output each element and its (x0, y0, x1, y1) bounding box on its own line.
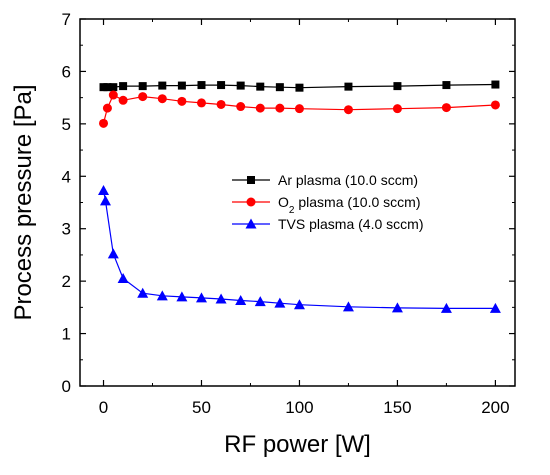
data-point (103, 83, 112, 92)
y-tick-label: 0 (62, 377, 71, 396)
data-point (274, 297, 286, 308)
data-point (107, 248, 119, 259)
y-tick-label: 5 (62, 115, 71, 134)
series-layer (98, 80, 501, 313)
data-point (157, 94, 167, 104)
axis-tick-labels: 0 50 100 150 200 0 1 2 3 4 5 6 7 (62, 10, 510, 417)
data-point (102, 103, 112, 113)
legend-text: plasma (10.0 sccm) (294, 194, 420, 210)
data-point (118, 95, 128, 105)
data-point (342, 301, 354, 312)
data-point (255, 103, 265, 113)
data-point (490, 100, 500, 110)
legend-marker (247, 176, 255, 184)
y-tick-label: 7 (62, 10, 71, 29)
data-point (99, 195, 111, 206)
data-point (196, 98, 206, 108)
y-axis-title: Process pressure [Pa] (10, 84, 37, 320)
data-point (440, 302, 452, 313)
data-point (236, 81, 245, 90)
legend-label: O2 plasma (10.0 sccm) (278, 194, 421, 216)
x-axis-title: RF power [W] (224, 431, 371, 458)
x-tick-label: 100 (285, 398, 313, 417)
legend-marker (246, 197, 256, 207)
y-tick-label: 3 (62, 220, 71, 239)
data-point (293, 299, 305, 310)
data-point (108, 90, 118, 100)
data-point (442, 81, 451, 90)
y-tick-label: 2 (62, 272, 71, 291)
y-tick-label: 1 (62, 325, 71, 344)
data-point (138, 82, 147, 91)
data-point (109, 83, 118, 92)
data-point (197, 81, 206, 90)
series-1 (99, 90, 500, 128)
y-tick-label: 6 (62, 62, 71, 81)
legend-entry-1: O2 plasma (10.0 sccm) (232, 194, 421, 216)
data-point (235, 295, 247, 306)
data-point (156, 290, 168, 301)
data-point (217, 81, 226, 90)
data-point (236, 102, 246, 112)
data-point (195, 292, 207, 303)
data-point (137, 287, 149, 298)
data-point (119, 82, 128, 91)
legend-label: Ar plasma (10.0 sccm) (278, 172, 418, 188)
data-point (177, 96, 187, 106)
y-tick-label: 4 (62, 167, 71, 186)
data-point (177, 81, 186, 90)
legend-text: O (278, 194, 289, 210)
data-point (391, 302, 403, 313)
data-point (215, 293, 227, 304)
data-point (275, 103, 285, 113)
legend-text: Ar plasma (10.0 sccm) (278, 172, 418, 188)
data-point (275, 83, 284, 92)
x-tick-label: 150 (383, 398, 411, 417)
data-point (256, 82, 265, 91)
data-point (254, 296, 266, 307)
legend-marker (245, 218, 257, 229)
series-0 (99, 80, 500, 92)
data-point (343, 105, 353, 115)
data-point (295, 83, 304, 92)
data-point (138, 92, 148, 102)
axis-ticks (80, 18, 515, 387)
data-point (176, 291, 188, 302)
data-point (489, 302, 501, 313)
x-tick-label: 0 (99, 398, 108, 417)
data-point (344, 82, 353, 91)
legend-entry-0: Ar plasma (10.0 sccm) (232, 172, 418, 188)
data-point (99, 118, 109, 128)
data-point (392, 104, 402, 114)
legend-text: TVS plasma (4.0 sccm) (278, 216, 423, 232)
legend-entry-2: TVS plasma (4.0 sccm) (232, 216, 423, 232)
x-tick-label: 50 (192, 398, 211, 417)
series-2 (98, 184, 501, 313)
x-tick-label: 200 (481, 398, 509, 417)
data-point (117, 273, 129, 284)
data-point (158, 81, 167, 90)
data-point (98, 184, 110, 195)
data-point (216, 99, 226, 109)
legend-subscript: 2 (289, 205, 295, 216)
data-point (393, 82, 402, 91)
legend-label: TVS plasma (4.0 sccm) (278, 216, 423, 232)
data-point (294, 104, 304, 114)
legend: Ar plasma (10.0 sccm) O2 plasma (10.0 scc… (232, 172, 423, 232)
data-point (441, 103, 451, 113)
data-point (491, 80, 500, 89)
